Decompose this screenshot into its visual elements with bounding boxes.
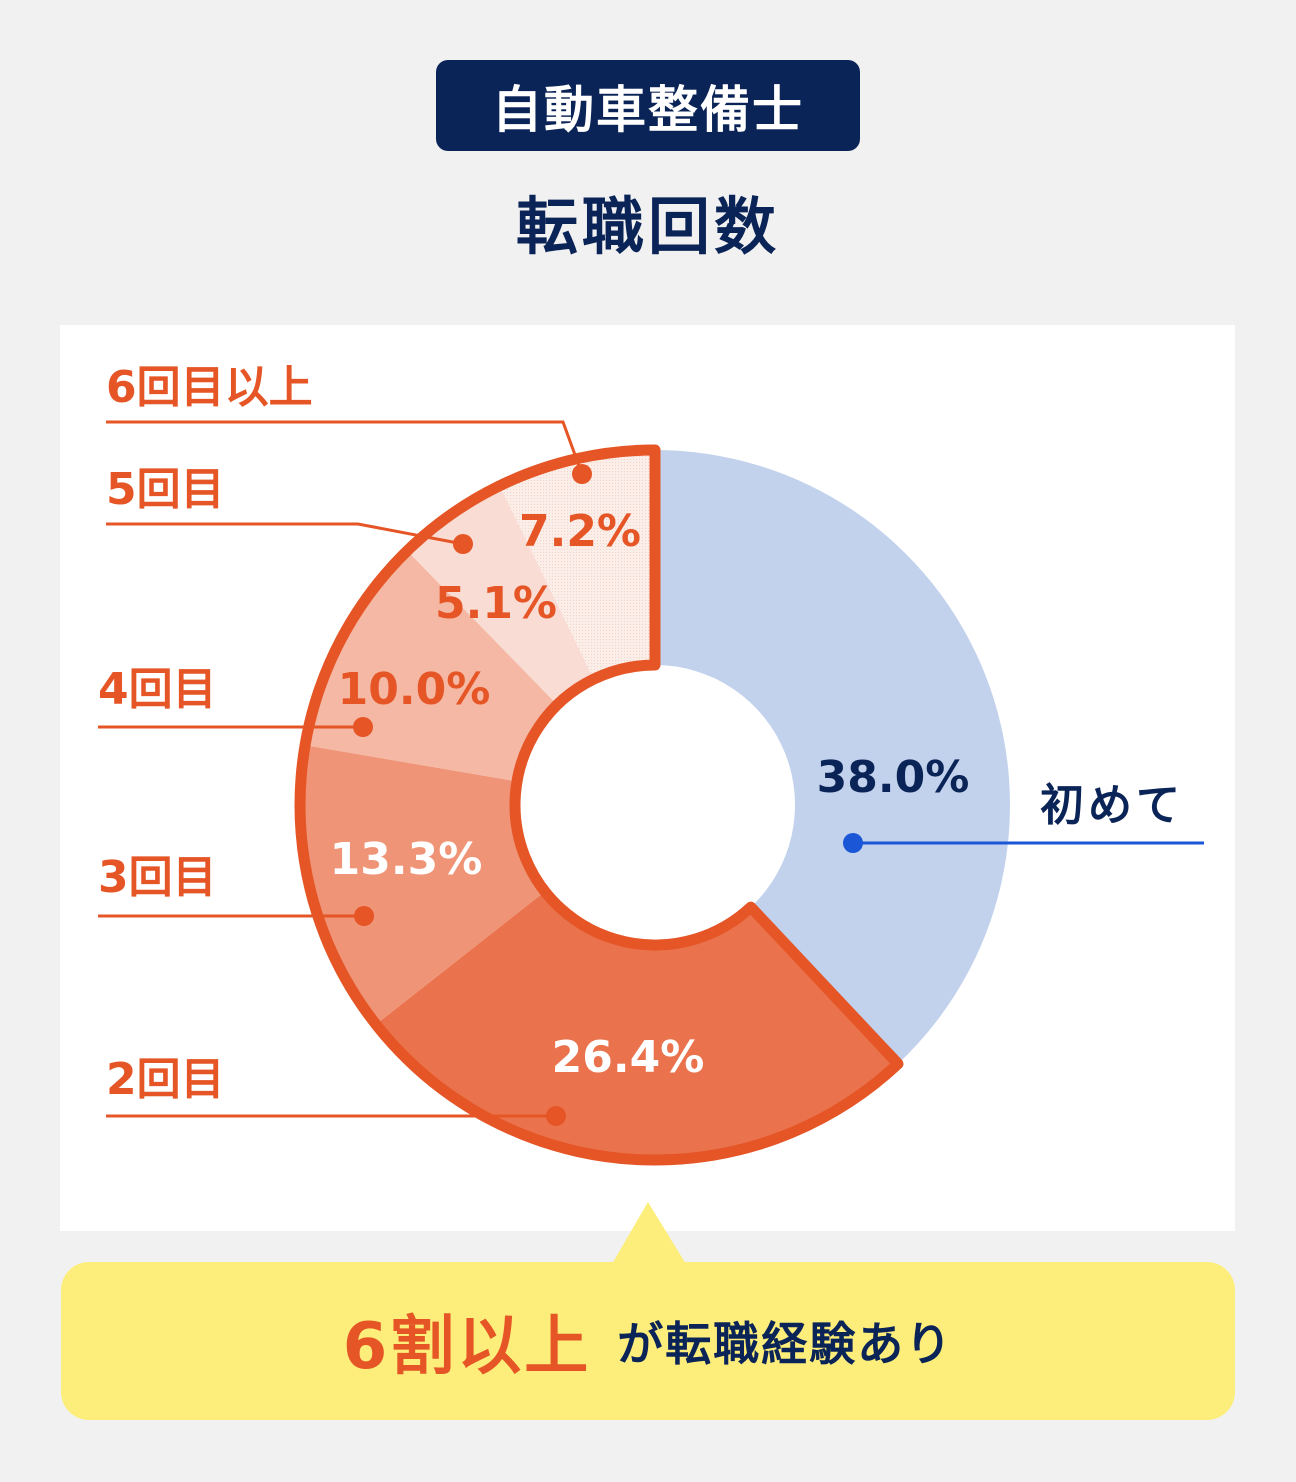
- percent-third: 13.3%: [329, 834, 483, 885]
- segment-third: [300, 745, 545, 1025]
- percent-fourth: 10.0%: [337, 664, 491, 715]
- leader-dots: [353, 464, 592, 1126]
- segment-second: [375, 891, 898, 1161]
- occupation-badge: 自動車整備士: [436, 60, 860, 151]
- segment-sixth-plus: [499, 450, 655, 680]
- leader-dot-first: [843, 833, 863, 853]
- segment-first: [655, 450, 1011, 1064]
- summary-callout: 6割以上 が転職経験あり: [61, 1262, 1235, 1420]
- callout-highlight: 6割以上: [342, 1310, 592, 1384]
- percent-fifth: 5.1%: [434, 578, 558, 629]
- percent-second: 26.4%: [551, 1032, 705, 1083]
- label-third: 3回目: [98, 852, 217, 903]
- percent-sixth-plus: 7.2%: [518, 506, 642, 557]
- callout-pointer: [612, 1202, 686, 1264]
- callout-text: が転職経験あり: [617, 1317, 954, 1371]
- chart-title: 転職回数: [515, 190, 780, 263]
- label-fourth: 4回目: [98, 664, 217, 715]
- highlight-outline: [294, 444, 904, 1166]
- label-first: 初めて: [1040, 780, 1184, 831]
- leader-lines: [98, 420, 584, 1118]
- label-second: 2回目: [106, 1054, 225, 1105]
- label-fifth: 5回目: [106, 464, 225, 515]
- label-sixth-plus: 6回目以上: [106, 362, 313, 413]
- percent-first: 38.0%: [816, 752, 970, 803]
